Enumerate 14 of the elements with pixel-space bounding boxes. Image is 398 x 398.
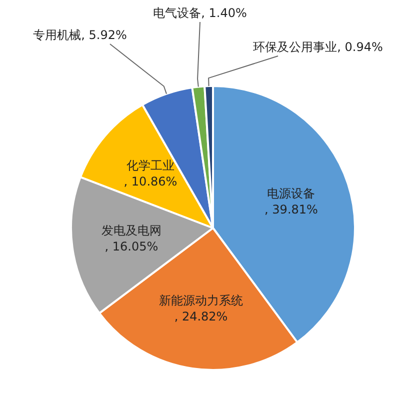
data-label: , 0.94% [337,40,383,54]
data-label: , 24.82% [174,310,228,324]
slice-label: 电气设备 [153,6,202,20]
data-label: , 5.92% [81,28,127,42]
slice-label: 专用机械 [33,28,82,42]
data-label: , 39.81% [264,202,318,216]
data-label: , 10.86% [124,174,178,189]
data-label: , 1.40% [201,6,247,20]
data-label: , 16.05% [104,239,158,254]
slice-label: 化学工业 [126,158,174,173]
slice-label: 新能源动力系统 [159,294,244,308]
slice-label: 电源设备 [267,186,316,200]
slice-label: 发电及电网 [101,223,162,238]
slice-label: 环保及公用事业 [253,40,338,54]
